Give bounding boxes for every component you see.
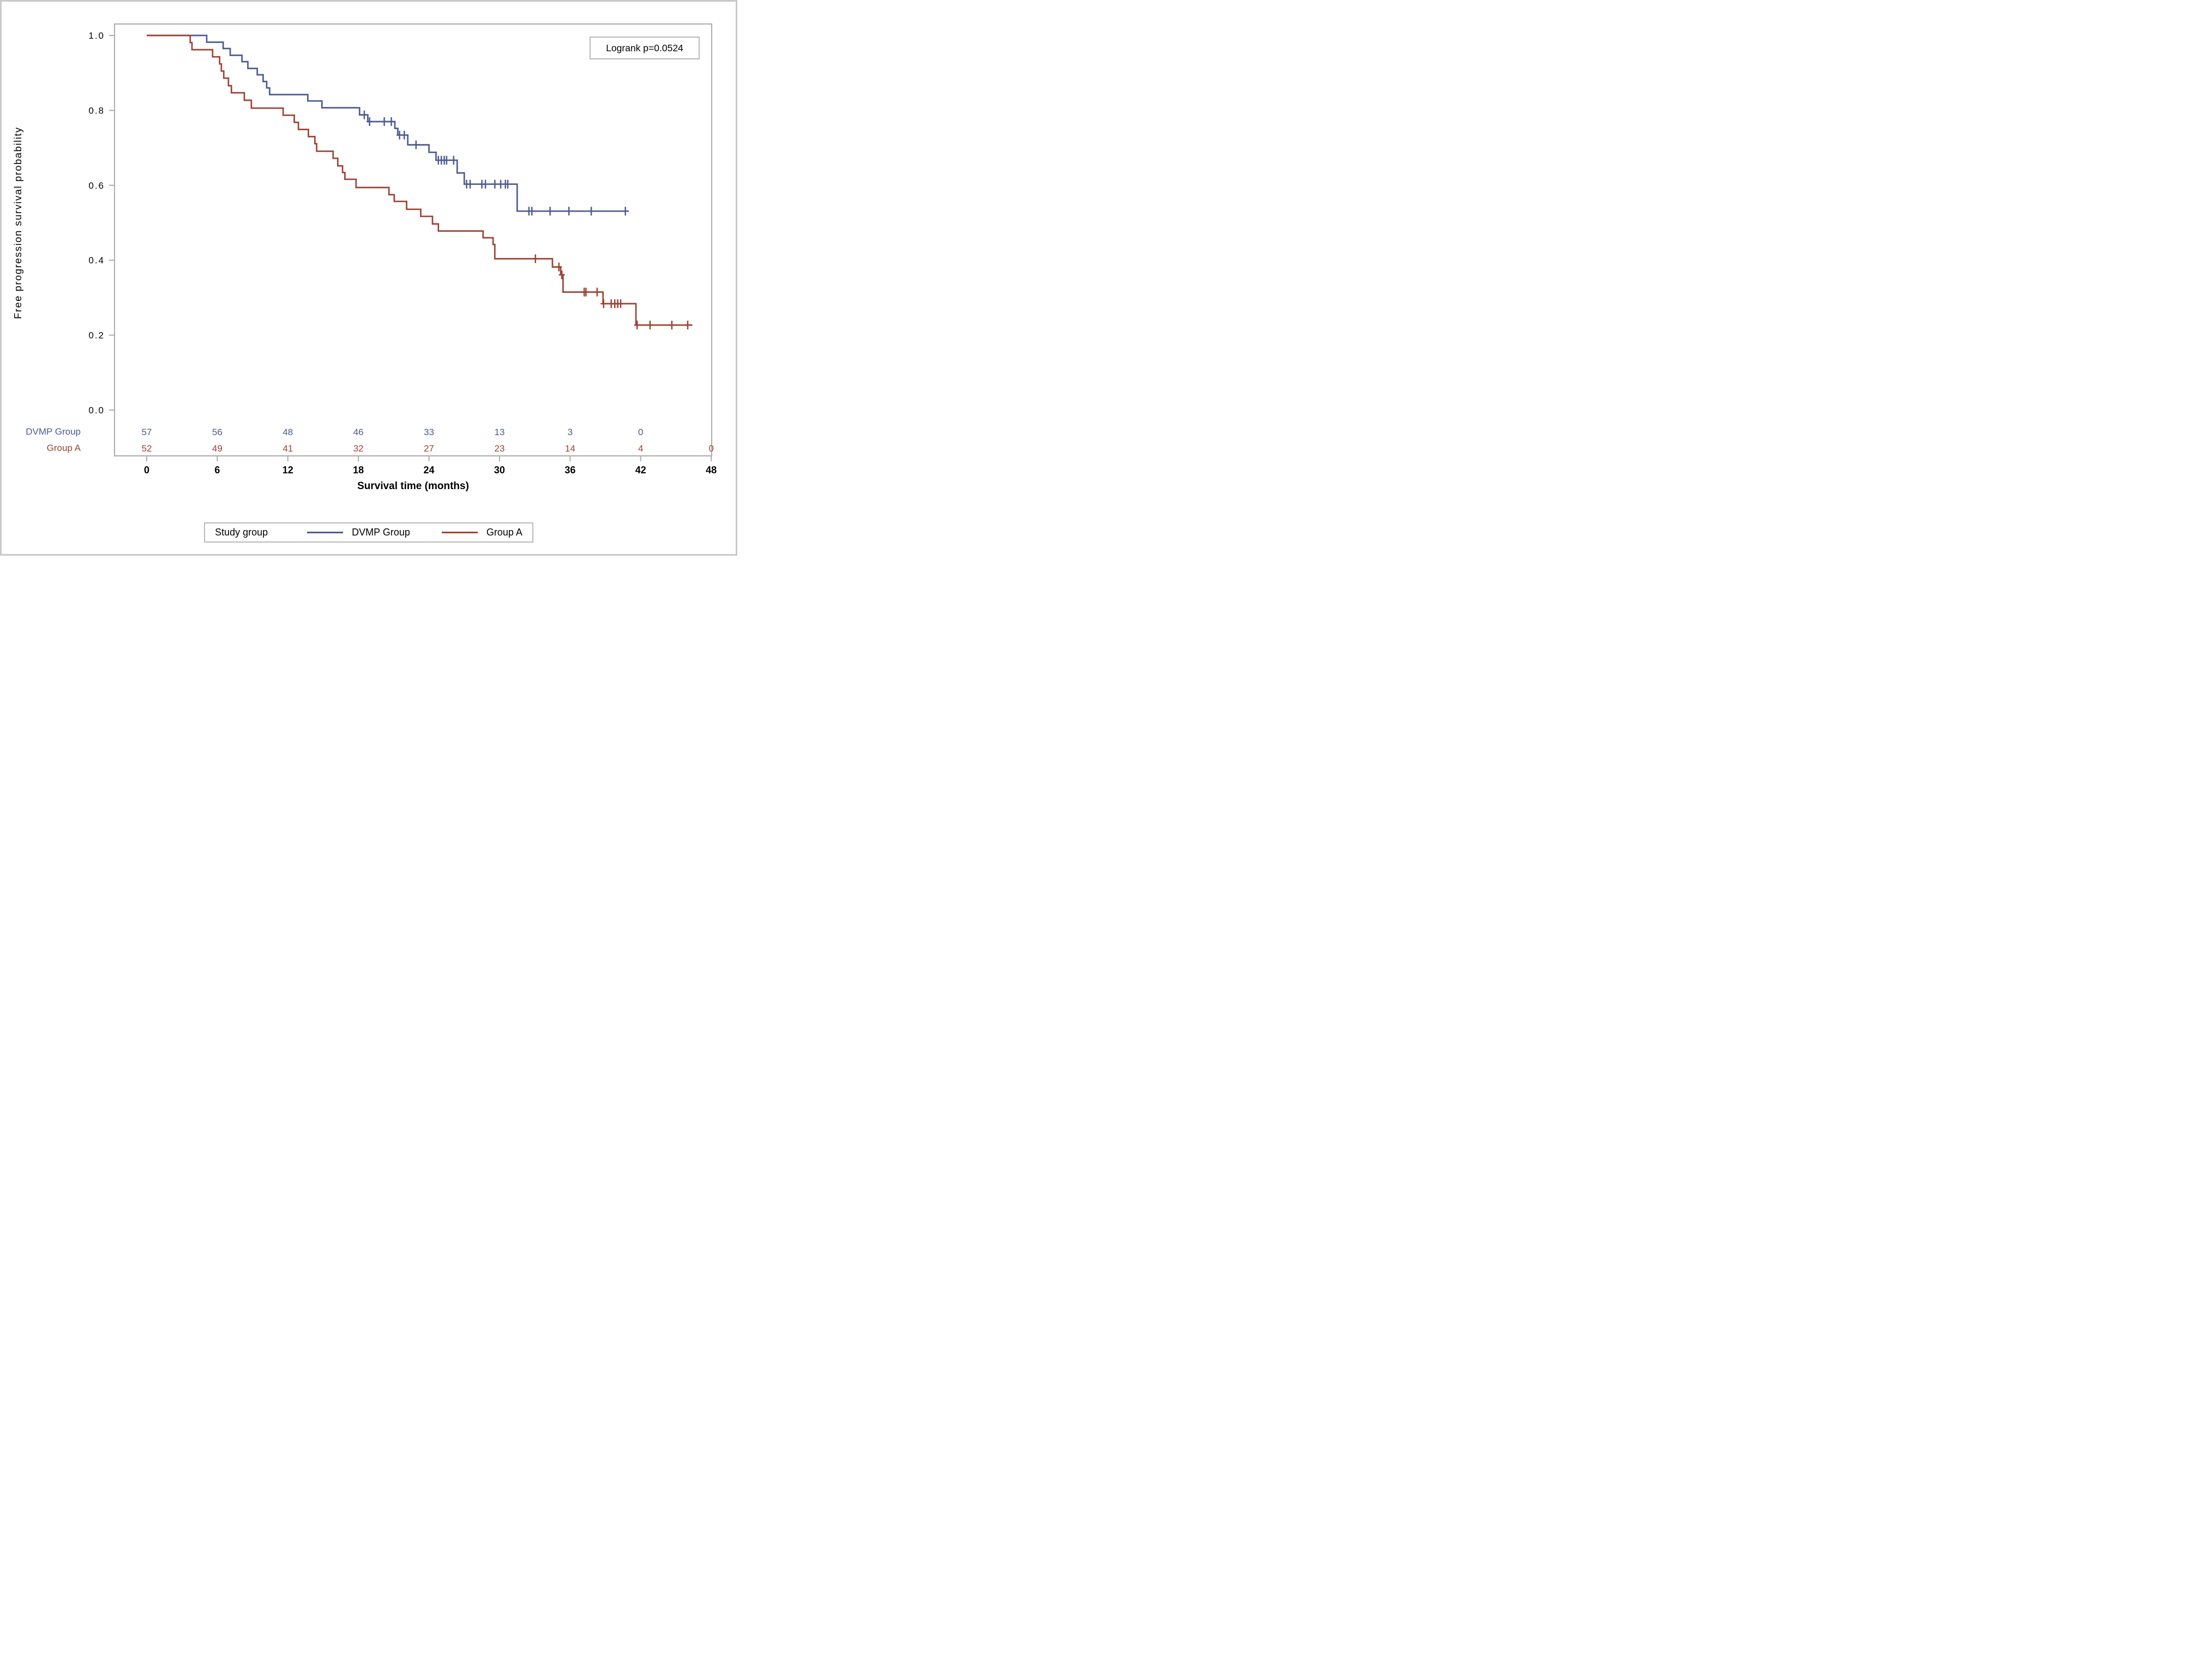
at-risk-value: 0 — [708, 443, 713, 454]
logrank-annotation: Logrank p=0.0524 — [590, 37, 700, 59]
legend-entry-label: DVMP Group — [352, 527, 410, 538]
x-tick-label: 0 — [144, 465, 149, 476]
at-risk-value: 52 — [142, 443, 152, 454]
x-tick-label: 30 — [494, 465, 505, 476]
at-risk-label-dvmp-group: DVMP Group — [26, 426, 81, 437]
survival-curve-dvmp-group — [147, 34, 629, 212]
at-risk-value: 14 — [565, 443, 575, 454]
legend: Study group DVMP Group Group A — [204, 522, 533, 543]
x-tick-label: 6 — [214, 465, 220, 476]
at-risk-value: 4 — [638, 443, 643, 454]
at-risk-value: 27 — [424, 443, 434, 454]
logrank-text: Logrank p=0.0524 — [606, 42, 683, 53]
group-a-line-swatch-icon — [441, 532, 478, 533]
at-risk-value: 49 — [212, 443, 223, 454]
y-tick-label: 1.0 — [88, 31, 105, 41]
at-risk-value: 41 — [282, 443, 293, 454]
at-risk-value: 57 — [142, 427, 152, 437]
y-tick-label: 0.6 — [88, 180, 105, 191]
at-risk-value: 33 — [424, 427, 434, 437]
legend-entry-dvmp-group: DVMP Group — [307, 527, 410, 538]
km-figure: 1.0 0.8 0.6 0.4 0.2 0.0 0 6 12 18 24 30 36 42 48 57 56 48… — [0, 0, 737, 556]
legend-entry-group-a: Group A — [441, 527, 522, 538]
x-tick-label: 24 — [424, 465, 435, 476]
at-risk-value: 46 — [353, 427, 364, 437]
y-axis-title: Free progression survival probability — [12, 127, 23, 319]
at-risk-value: 3 — [568, 427, 573, 437]
x-tick-label: 12 — [282, 465, 293, 476]
y-tick-label: 0.0 — [88, 405, 105, 416]
x-axis-title: Survival time (months) — [357, 480, 469, 492]
x-tick-label: 18 — [353, 465, 364, 476]
plot-frame — [114, 23, 712, 456]
at-risk-value: 32 — [353, 443, 364, 454]
at-risk-value: 23 — [494, 443, 504, 454]
at-risk-value: 56 — [212, 427, 223, 437]
x-tick-label: 48 — [706, 465, 717, 476]
legend-title: Study group — [215, 527, 268, 538]
y-tick-label: 0.4 — [88, 255, 105, 266]
survival-curve-group-a — [147, 34, 693, 326]
at-risk-value: 13 — [494, 427, 504, 437]
at-risk-value: 0 — [638, 427, 643, 437]
x-tick-label: 36 — [564, 465, 575, 476]
at-risk-label-group-a: Group A — [46, 443, 81, 453]
y-tick-label: 0.2 — [88, 330, 105, 341]
x-tick-label: 42 — [635, 465, 646, 476]
dvmp-group-line-swatch-icon — [307, 532, 344, 533]
legend-entry-label: Group A — [486, 527, 522, 538]
at-risk-value: 48 — [282, 427, 293, 437]
y-tick-label: 0.8 — [88, 105, 105, 116]
